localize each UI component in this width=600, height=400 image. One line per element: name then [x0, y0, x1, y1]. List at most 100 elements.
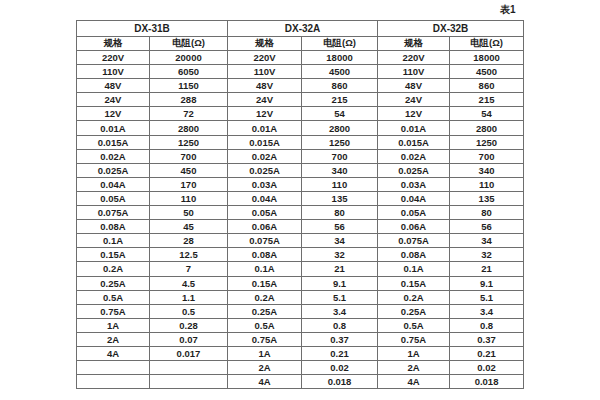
- table-row: 0.15A12.50.08A320.08A32: [77, 248, 524, 262]
- table-cell: 0.02A: [228, 149, 302, 163]
- table-cell: 288: [150, 93, 228, 107]
- table-cell: 0.025A: [378, 163, 450, 177]
- table-cell: 56: [450, 220, 524, 234]
- table-cell: 5.1: [302, 290, 378, 304]
- table-row: 2A0.070.75A0.370.75A0.37: [77, 332, 524, 346]
- table-cell: 54: [302, 107, 378, 121]
- table-cell: 2A: [77, 332, 150, 346]
- table-cell: 700: [150, 149, 228, 163]
- table-cell: 0.06A: [378, 220, 450, 234]
- table-cell: 0.5A: [378, 318, 450, 332]
- group-header-dx31b: DX-31B: [77, 21, 228, 37]
- table-cell: 0.08A: [77, 220, 150, 234]
- table-cell: 12.5: [150, 248, 228, 262]
- table-cell: 0.017: [150, 346, 228, 360]
- table-body: 220V20000220V18000220V18000110V6050110V4…: [77, 51, 524, 389]
- table-cell: 0.1A: [77, 234, 150, 248]
- table-row: 0.01A28000.01A28000.01A2800: [77, 121, 524, 135]
- table-cell: 28: [150, 234, 228, 248]
- table-cell: 80: [302, 206, 378, 220]
- table-header: DX-31B DX-32A DX-32B 规格 电阻(Ω) 规格 电阻(Ω) 规…: [77, 21, 524, 51]
- table-cell: 0.05A: [228, 206, 302, 220]
- table-cell: 4.5: [150, 276, 228, 290]
- table-cell: 1A: [77, 318, 150, 332]
- table-row: 220V20000220V18000220V18000: [77, 51, 524, 65]
- table-cell: 72: [150, 107, 228, 121]
- table-cell: 0.15A: [77, 248, 150, 262]
- table-cell: 0.01A: [77, 121, 150, 135]
- table-row: 0.015A12500.015A12500.015A1250: [77, 135, 524, 149]
- table-cell: 0.02A: [378, 149, 450, 163]
- table-cell: 0.018: [302, 375, 378, 389]
- table-cell: 32: [450, 248, 524, 262]
- table-cell: 0.8: [302, 318, 378, 332]
- table-cell: 12V: [378, 107, 450, 121]
- table-cell: 0.2A: [228, 290, 302, 304]
- table-cell: 0.02: [450, 361, 524, 375]
- table-cell: 0.08A: [378, 248, 450, 262]
- table-cell: 0.75A: [77, 304, 150, 318]
- table-cell: 0.03A: [228, 177, 302, 191]
- subheader-resistance-dx31b: 电阻(Ω): [150, 37, 228, 51]
- table-cell: 0.075A: [77, 206, 150, 220]
- table-cell: 450: [150, 163, 228, 177]
- table-row: 0.1A280.075A340.075A34: [77, 234, 524, 248]
- table-row: 0.25A4.50.15A9.10.15A9.1: [77, 276, 524, 290]
- table-cell: 0.28: [150, 318, 228, 332]
- table-cell: 0.25A: [77, 276, 150, 290]
- table-cell: 4A: [228, 375, 302, 389]
- table-row: 0.025A4500.025A3400.025A340: [77, 163, 524, 177]
- table-cell: 0.75A: [378, 332, 450, 346]
- table-cell: 48V: [228, 79, 302, 93]
- table-cell: 0.5: [150, 304, 228, 318]
- table-row: 0.2A70.1A210.1A21: [77, 262, 524, 276]
- table-cell: 0.01A: [378, 121, 450, 135]
- table-cell: 110V: [378, 65, 450, 79]
- resistance-spec-table: DX-31B DX-32A DX-32B 规格 电阻(Ω) 规格 电阻(Ω) 规…: [76, 20, 524, 389]
- table-cell: 0.75A: [228, 332, 302, 346]
- table-cell: 0.015A: [378, 135, 450, 149]
- table-cell: 0.1A: [228, 262, 302, 276]
- table-cell: 34: [302, 234, 378, 248]
- table-cell: 18000: [450, 51, 524, 65]
- table-cell: 0.37: [302, 332, 378, 346]
- table-cell: 9.1: [450, 276, 524, 290]
- table-cell: 34: [450, 234, 524, 248]
- table-cell: 5.1: [450, 290, 524, 304]
- table-cell: 4A: [77, 346, 150, 360]
- table-cell: 32: [302, 248, 378, 262]
- table-cell: 220V: [378, 51, 450, 65]
- table-cell: 0.015A: [228, 135, 302, 149]
- table-cell: 220V: [228, 51, 302, 65]
- table-cell: 110: [150, 191, 228, 205]
- table-cell: 110V: [77, 65, 150, 79]
- table-cell: 48V: [378, 79, 450, 93]
- table-cell: 0.1A: [378, 262, 450, 276]
- table-cell: [77, 375, 150, 389]
- table-cell: 1A: [378, 346, 450, 360]
- table-cell: 1150: [150, 79, 228, 93]
- table-cell: 12V: [77, 107, 150, 121]
- group-header-dx32a: DX-32A: [228, 21, 378, 37]
- table-cell: 0.2A: [77, 262, 150, 276]
- table-cell: 0.21: [302, 346, 378, 360]
- table-cell: 0.025A: [77, 163, 150, 177]
- table-cell: [77, 361, 150, 375]
- table-cell: 0.015A: [77, 135, 150, 149]
- table-row: 110V6050110V4500110V4500: [77, 65, 524, 79]
- table-cell: [150, 375, 228, 389]
- table-cell: 24V: [378, 93, 450, 107]
- table-cell: 1.1: [150, 290, 228, 304]
- table-cell: 0.03A: [378, 177, 450, 191]
- table-row: 0.5A1.10.2A5.10.2A5.1: [77, 290, 524, 304]
- table-cell: 0.02A: [77, 149, 150, 163]
- table-cell: 0.37: [450, 332, 524, 346]
- table-cell: 9.1: [302, 276, 378, 290]
- table-cell: 2A: [378, 361, 450, 375]
- table-cell: 0.05A: [378, 206, 450, 220]
- table-cell: 700: [302, 149, 378, 163]
- table-cell: 1250: [302, 135, 378, 149]
- table-cell: 0.05A: [77, 191, 150, 205]
- table-cell: 0.075A: [228, 234, 302, 248]
- subheader-resistance-dx32b: 电阻(Ω): [450, 37, 524, 51]
